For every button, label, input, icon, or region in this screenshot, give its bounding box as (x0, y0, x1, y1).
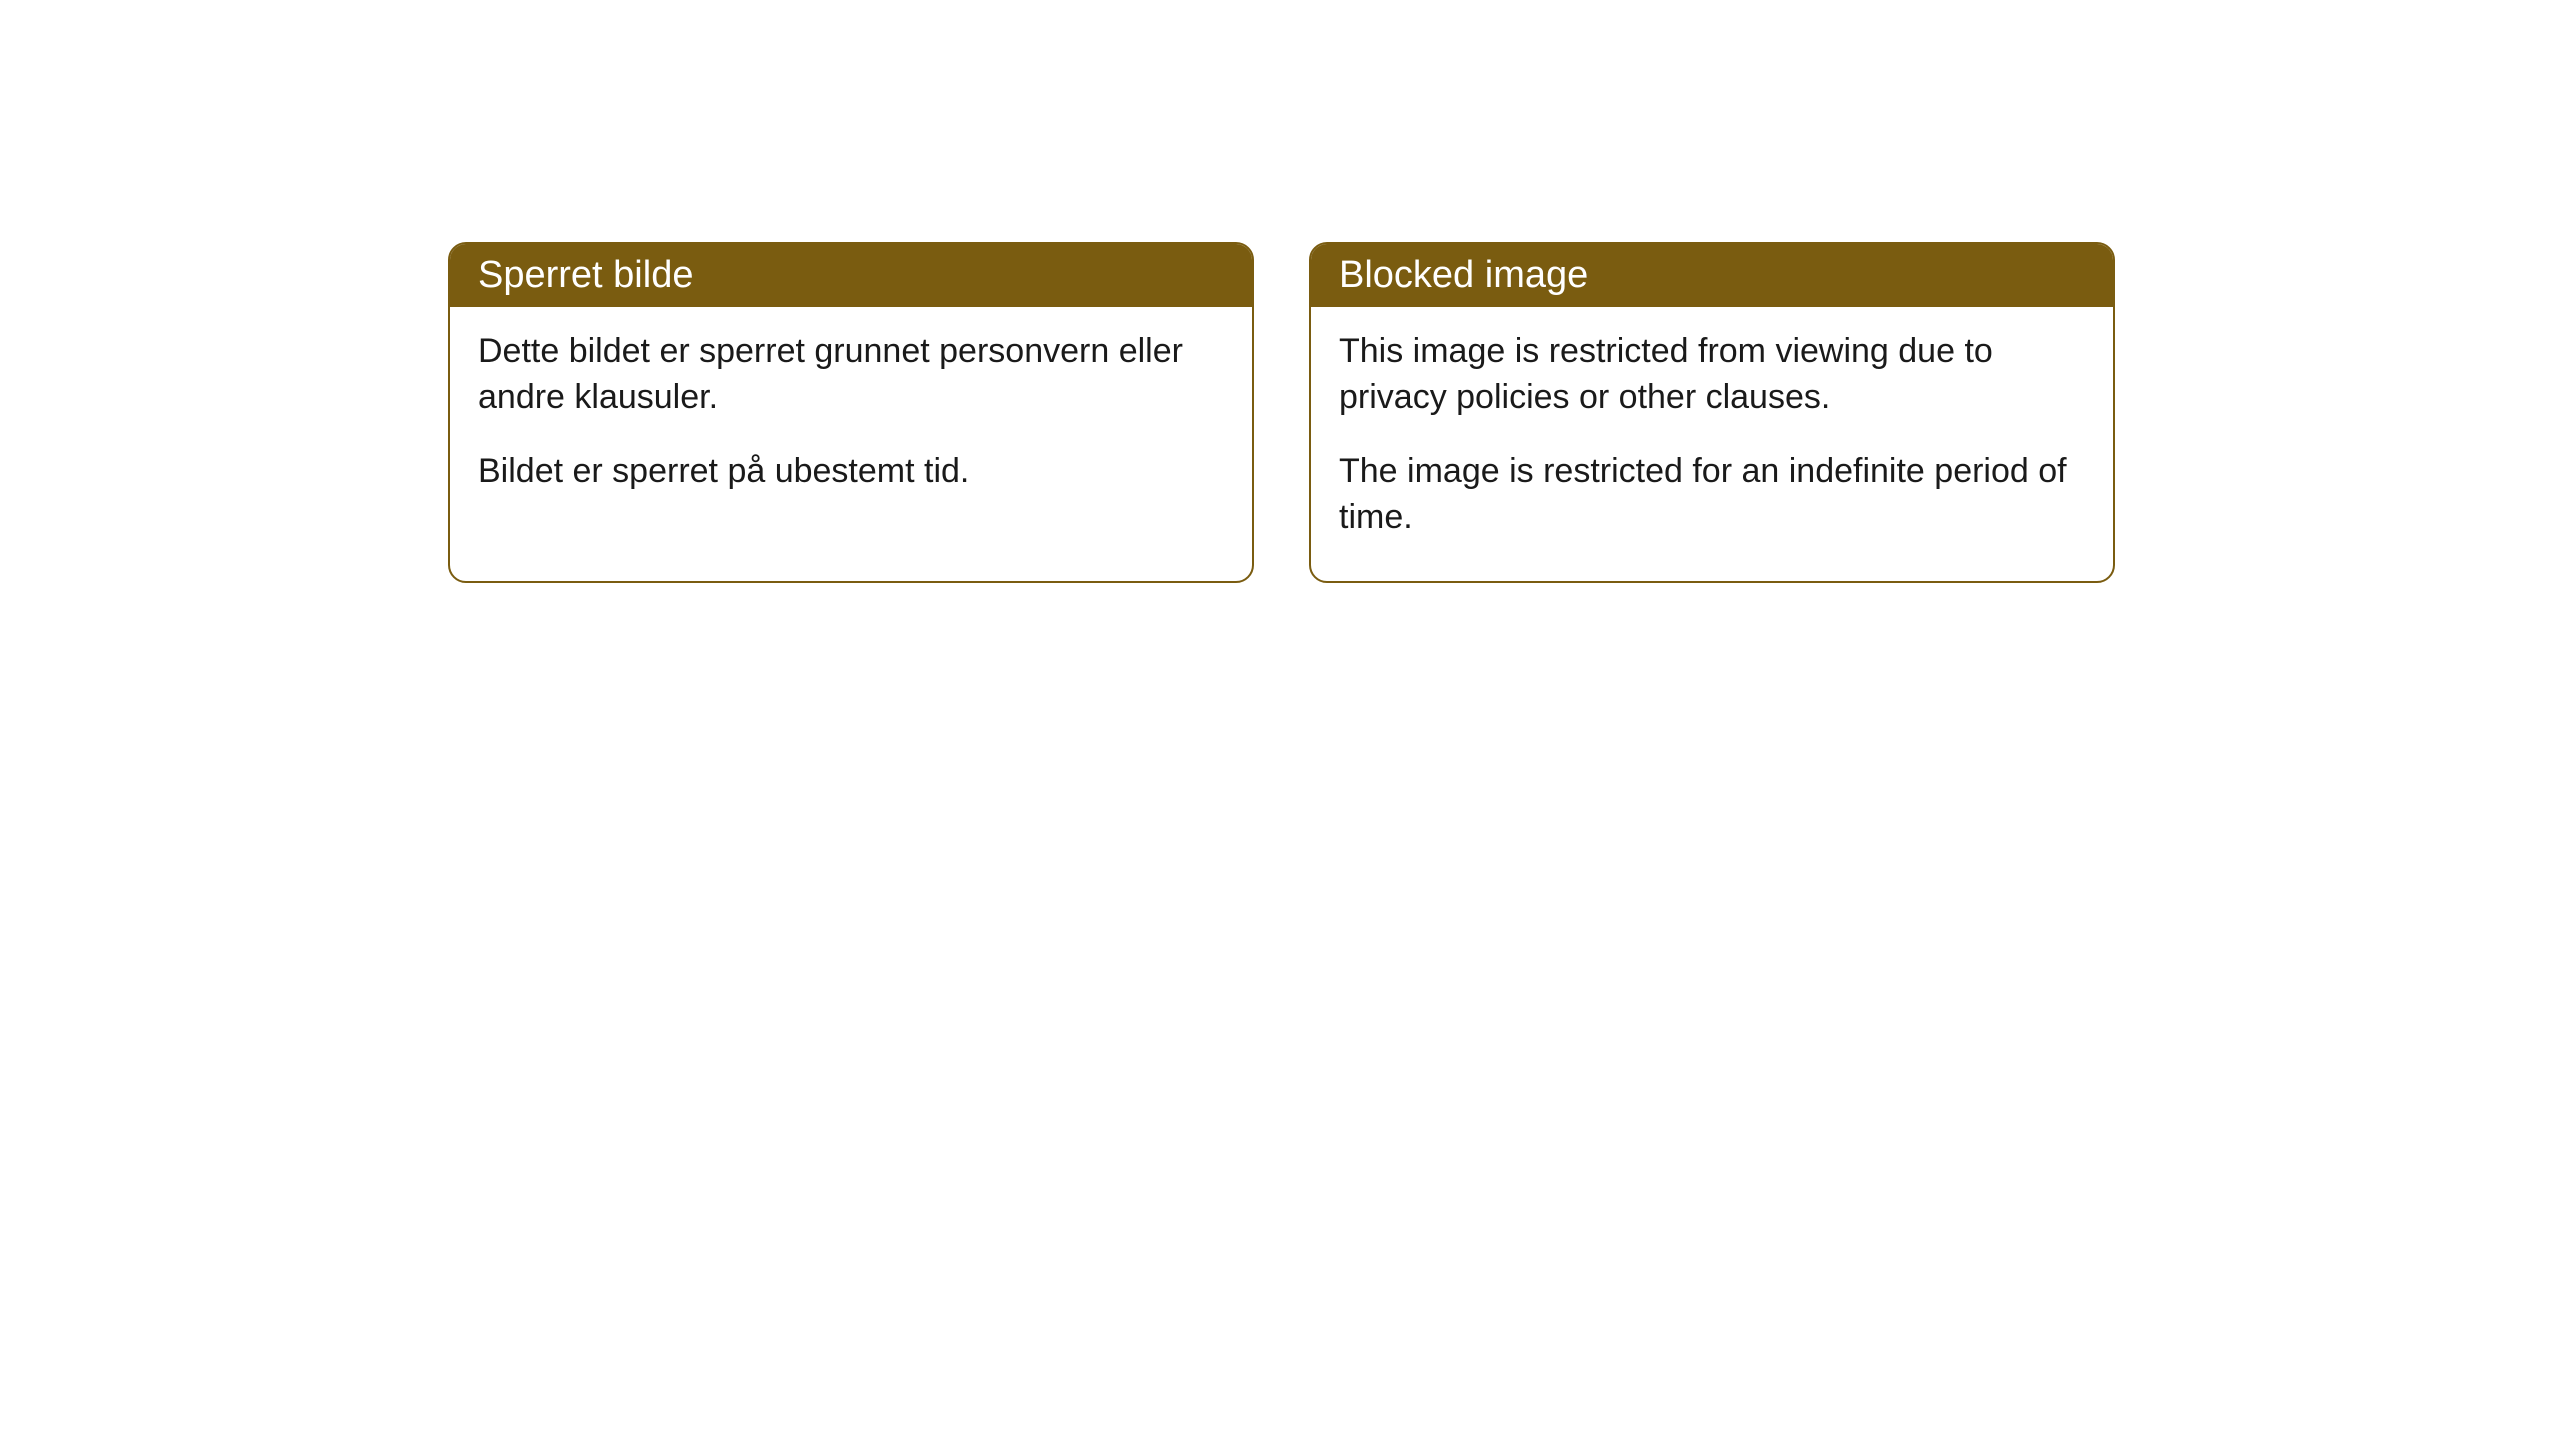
notice-card-norwegian: Sperret bilde Dette bildet er sperret gr… (448, 242, 1254, 583)
card-paragraph-2: Bildet er sperret på ubestemt tid. (478, 449, 1224, 495)
card-body: Dette bildet er sperret grunnet personve… (450, 307, 1252, 535)
card-paragraph-1: Dette bildet er sperret grunnet personve… (478, 329, 1224, 421)
card-header: Sperret bilde (450, 244, 1252, 307)
card-body: This image is restricted from viewing du… (1311, 307, 2113, 581)
notice-card-english: Blocked image This image is restricted f… (1309, 242, 2115, 583)
card-paragraph-2: The image is restricted for an indefinit… (1339, 449, 2085, 541)
card-title: Sperret bilde (478, 254, 693, 296)
notice-container: Sperret bilde Dette bildet er sperret gr… (448, 242, 2115, 583)
card-header: Blocked image (1311, 244, 2113, 307)
card-paragraph-1: This image is restricted from viewing du… (1339, 329, 2085, 421)
card-title: Blocked image (1339, 254, 1588, 296)
